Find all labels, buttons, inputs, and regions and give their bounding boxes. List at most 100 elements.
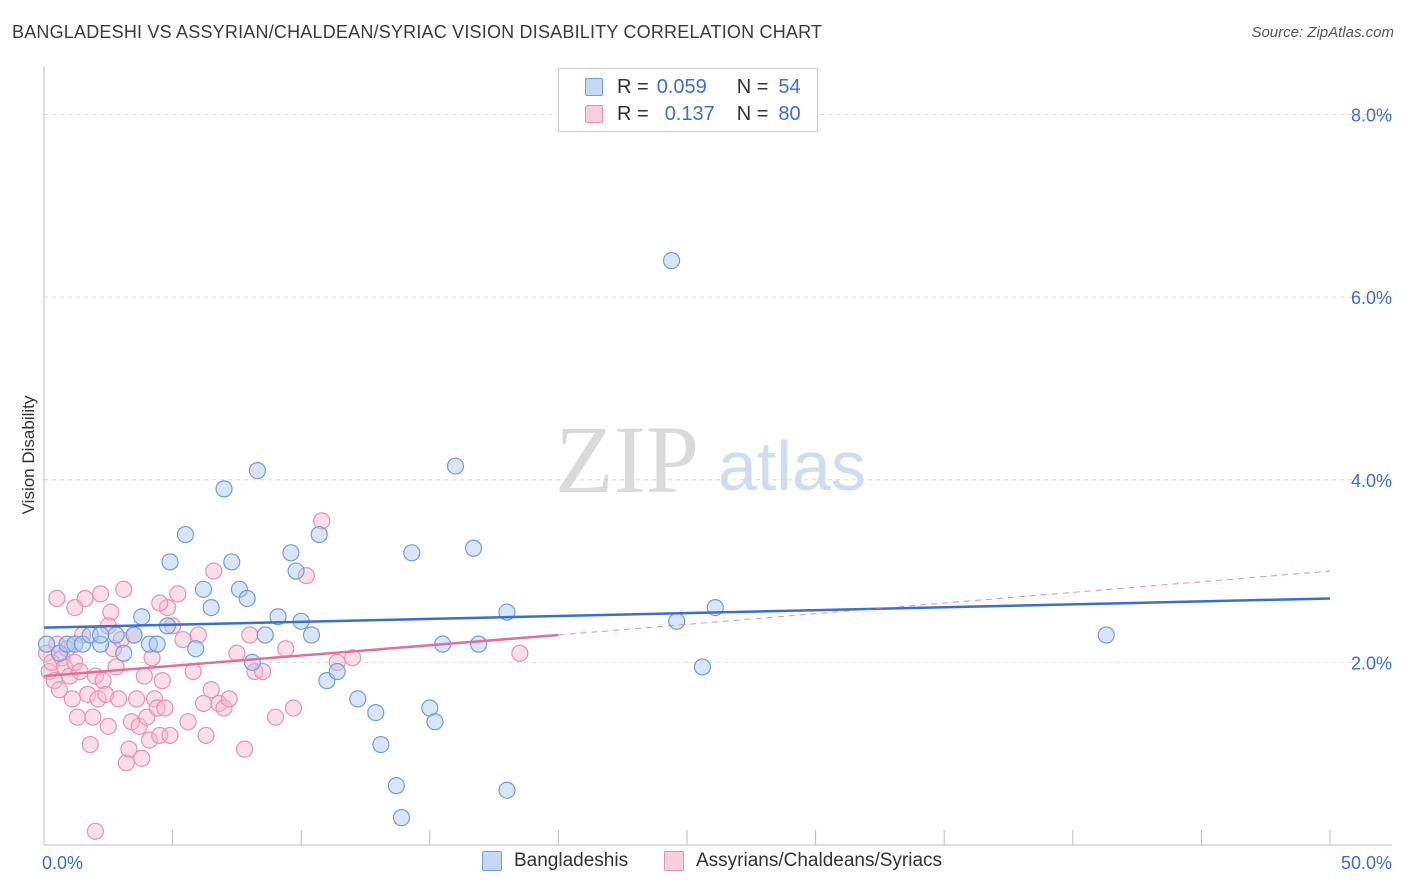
legend-n-value: 80 [778, 102, 801, 125]
data-point-assyrians [161, 726, 179, 745]
data-point-assyrians [120, 740, 138, 758]
data-point-assyrians [140, 731, 159, 749]
data-point-assyrians [99, 717, 117, 735]
bottom-legend-swatch-pink [664, 851, 684, 871]
legend-r-label: R = [617, 75, 649, 98]
data-point-assyrians [133, 749, 151, 767]
data-point-assyrians [97, 685, 115, 703]
data-point-assyrians [91, 585, 110, 603]
data-point-assyrians [328, 653, 346, 671]
data-point-assyrians [86, 822, 105, 840]
data-point-assyrians [236, 740, 254, 758]
watermark: ZIP atlas [555, 406, 866, 513]
series-bangladeshis-points [37, 252, 1115, 827]
legend-r-label: R = [617, 102, 649, 125]
correlation-legend: R = 0.059 N = 54 R = 0.137 N = 80 [558, 68, 818, 132]
data-point-assyrians [127, 690, 146, 708]
y-tick-label: 8.0% [1351, 106, 1392, 126]
data-point-assyrians [228, 644, 246, 662]
data-point-bangladeshis [133, 608, 151, 626]
data-point-bangladeshis [243, 653, 261, 671]
data-point-assyrians [153, 672, 171, 690]
trend-line-assyrians-extension [558, 570, 1331, 636]
data-point-bangladeshis [310, 525, 328, 544]
data-point-assyrians [344, 649, 362, 667]
data-point-bangladeshis [223, 553, 241, 571]
data-point-assyrians [102, 603, 120, 621]
data-point-bangladeshis [107, 626, 125, 644]
grid-lines [44, 114, 1392, 663]
tick-labels: 2.0% 4.0% 6.0% 8.0% 0.0% 50.0% [42, 106, 1392, 873]
data-point-assyrians [79, 685, 97, 703]
bottom-legend-label: Bangladeshis [514, 850, 629, 871]
legend-n-label: N = [736, 75, 769, 98]
x-tick-label: 50.0% [1341, 853, 1392, 873]
data-point-bangladeshis [238, 589, 256, 608]
chart-title: BANGLADESHI VS ASSYRIAN/CHALDEAN/SYRIAC … [12, 22, 823, 42]
data-point-assyrians [94, 672, 112, 690]
data-point-bangladeshis [470, 635, 488, 653]
data-point-bangladeshis [176, 525, 195, 544]
data-point-bangladeshis [187, 640, 205, 658]
data-point-assyrians [50, 681, 69, 699]
watermark-zip: ZIP [555, 406, 699, 513]
data-point-bangladeshis [662, 252, 681, 270]
bottom-legend-swatch-blue [482, 851, 502, 871]
data-point-assyrians [84, 708, 102, 726]
data-point-bangladeshis [287, 562, 305, 580]
data-point-bangladeshis [693, 658, 712, 676]
data-point-assyrians [179, 713, 197, 731]
data-point-bangladeshis [148, 635, 166, 653]
x-tick-label: 0.0% [42, 853, 83, 873]
data-point-bangladeshis [403, 544, 421, 562]
bottom-legend-assyrians: Assyrians/Chaldeans/Syriacs [664, 850, 942, 872]
data-point-bangladeshis [248, 462, 267, 480]
data-point-assyrians [174, 630, 192, 649]
watermark-atlas: atlas [718, 427, 866, 505]
data-point-assyrians [511, 644, 529, 662]
data-point-bangladeshis [125, 626, 143, 644]
data-point-bangladeshis [194, 580, 213, 598]
data-point-assyrians [135, 667, 153, 685]
y-tick-label: 6.0% [1351, 288, 1392, 308]
data-point-bangladeshis [426, 713, 444, 731]
data-point-bangladeshis [161, 553, 179, 571]
y-tick-label: 4.0% [1351, 471, 1392, 491]
data-point-bangladeshis [302, 626, 321, 644]
data-point-assyrians [197, 726, 215, 745]
data-point-bangladeshis [367, 704, 385, 722]
data-point-bangladeshis [37, 635, 56, 653]
data-point-bangladeshis [282, 544, 300, 562]
data-point-bangladeshis [498, 781, 516, 799]
legend-row-assyrians: R = 0.137 N = 80 [585, 102, 801, 126]
legend-n-label: N = [736, 102, 769, 125]
data-point-assyrians [277, 640, 295, 658]
data-point-bangladeshis [446, 457, 465, 475]
trend-line-bangladeshis [43, 597, 1331, 629]
data-point-assyrians [68, 708, 87, 726]
legend-r-value: 0.137 [664, 102, 715, 125]
data-point-bangladeshis [668, 612, 686, 630]
y-axis-label: Vision Disability [19, 395, 38, 514]
data-point-bangladeshis [392, 809, 411, 827]
data-point-assyrians [112, 630, 130, 649]
legend-r-value: 0.059 [656, 75, 707, 98]
data-point-assyrians [115, 580, 133, 598]
data-point-bangladeshis [202, 598, 220, 617]
data-point-assyrians [109, 690, 128, 708]
legend-swatch-pink [585, 105, 603, 123]
data-point-bangladeshis [215, 480, 233, 498]
trend-lines [43, 570, 1331, 678]
axes [43, 66, 1392, 846]
data-point-bangladeshis [91, 635, 110, 653]
data-point-assyrians [48, 589, 66, 608]
series-assyrians-points [37, 512, 529, 840]
data-point-bangladeshis [269, 608, 287, 626]
data-point-assyrians [169, 585, 187, 603]
data-point-assyrians [81, 735, 99, 754]
data-point-assyrians [63, 690, 81, 708]
legend-n-value: 54 [778, 75, 801, 98]
data-point-assyrians [241, 626, 259, 644]
data-point-assyrians [189, 626, 207, 644]
